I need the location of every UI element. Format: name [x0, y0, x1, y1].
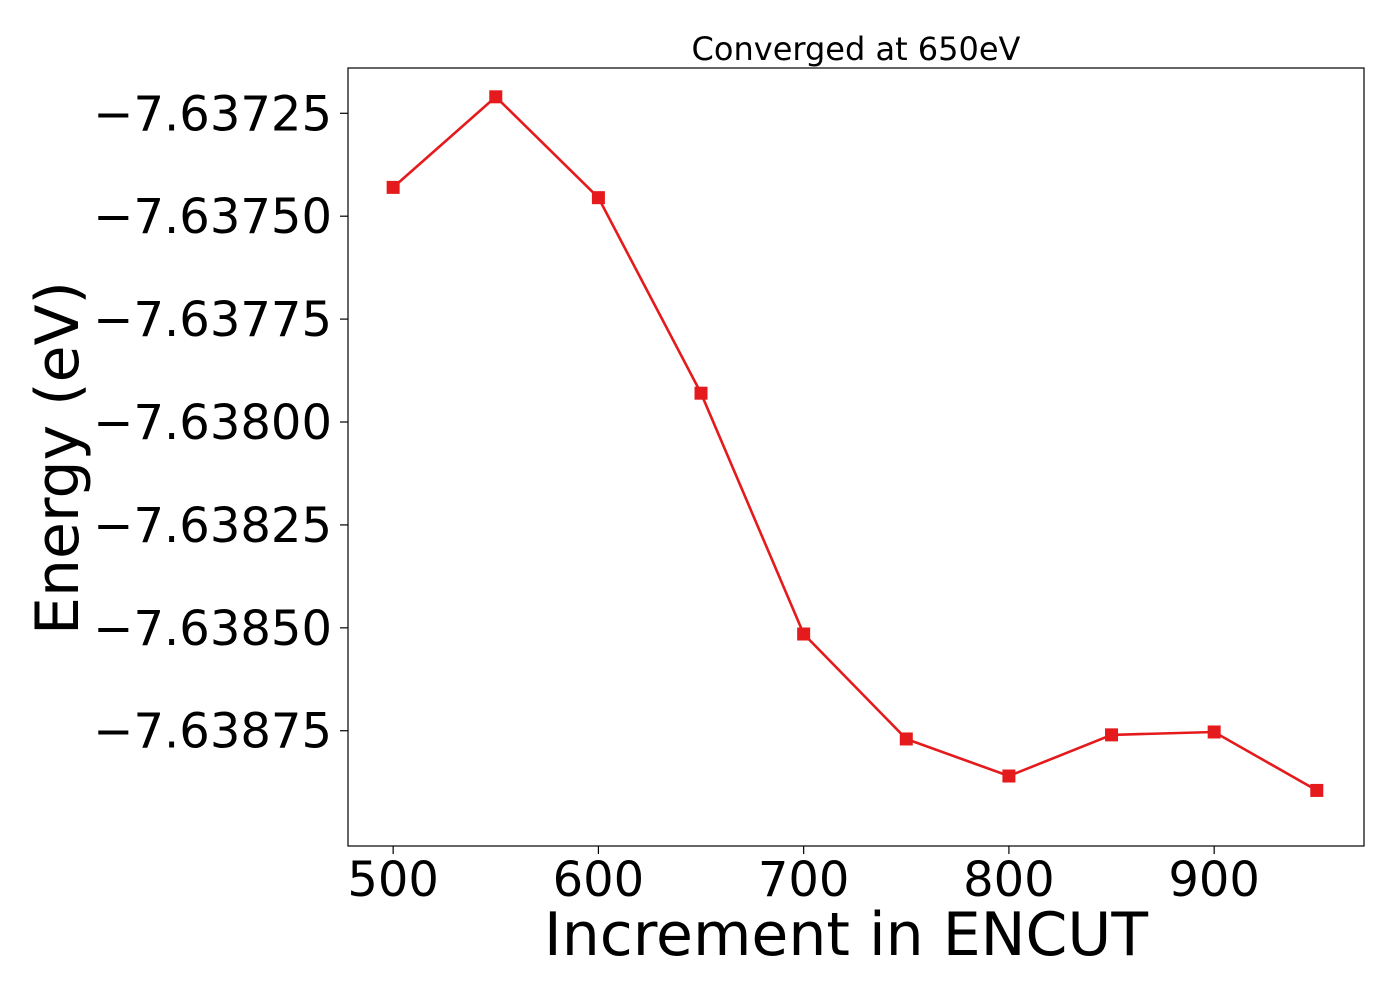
- data-point-marker: [797, 627, 811, 641]
- y-tick-label: −7.63725: [93, 86, 332, 142]
- data-point-marker: [386, 180, 400, 194]
- x-tick-label: 900: [1168, 852, 1260, 908]
- plot-area-frame: [347, 67, 1365, 847]
- x-tick-label: 800: [963, 852, 1055, 908]
- y-tick-label: −7.63775: [93, 292, 332, 348]
- data-point-marker: [1310, 783, 1324, 797]
- y-axis-label: Energy (eV): [23, 281, 93, 635]
- series-layer: [386, 90, 1324, 797]
- y-tick-label: −7.63875: [93, 704, 332, 760]
- y-tick-label: −7.63750: [93, 189, 332, 245]
- data-point-marker: [1207, 725, 1221, 739]
- chart-title: Converged at 650eV: [692, 30, 1021, 68]
- data-point-marker: [694, 386, 708, 400]
- x-tick-label: 500: [347, 852, 439, 908]
- x-tick-label: 600: [553, 852, 645, 908]
- data-point-marker: [899, 732, 913, 746]
- data-point-marker: [591, 191, 605, 205]
- x-axis: 500 600 700 800 900: [347, 846, 1260, 908]
- data-point-marker: [489, 90, 503, 104]
- data-point-marker: [1002, 769, 1016, 783]
- y-tick-label: −7.63850: [93, 601, 332, 657]
- x-axis-label: Increment in ENCUT: [544, 900, 1148, 970]
- data-point-marker: [1105, 728, 1119, 742]
- x-tick-label: 700: [758, 852, 850, 908]
- series-line: [392, 95, 1318, 792]
- y-axis: −7.63725 −7.63750 −7.63775 −7.63800 −7.63825…: [93, 86, 348, 760]
- y-tick-label: −7.63800: [93, 395, 332, 451]
- y-tick-label: −7.63825: [93, 498, 332, 554]
